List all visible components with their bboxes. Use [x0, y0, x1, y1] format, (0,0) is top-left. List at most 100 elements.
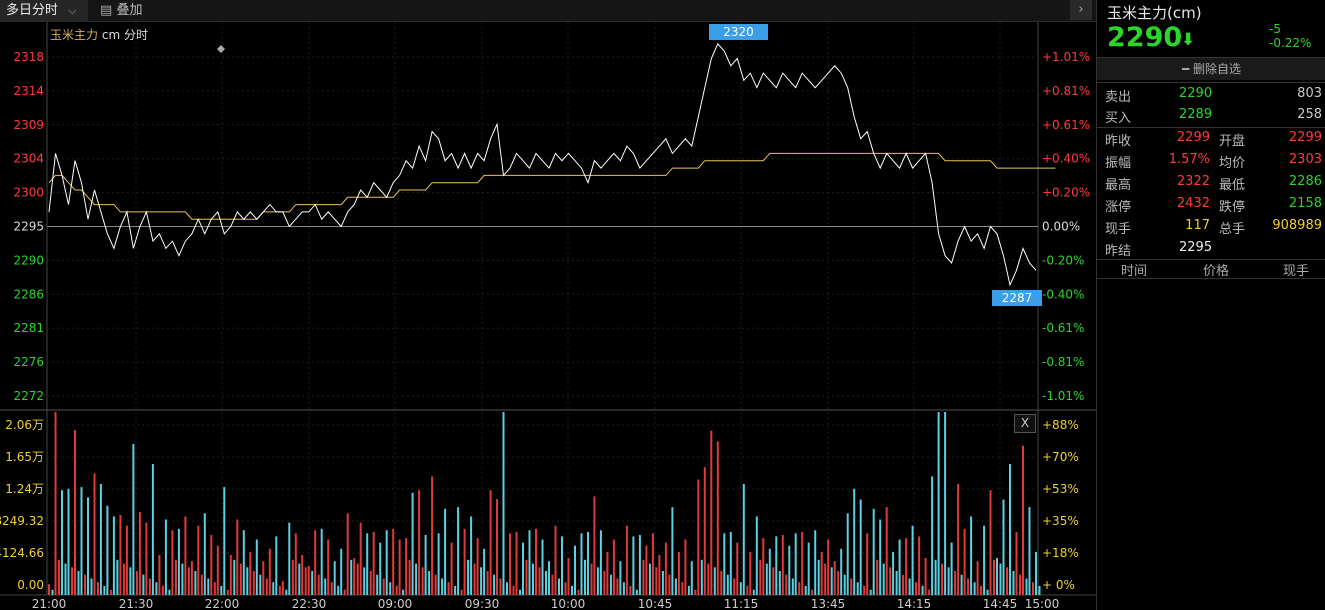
volume-bar	[879, 519, 882, 595]
volume-bar	[866, 533, 869, 595]
volume-bar	[837, 571, 840, 595]
volume-bar	[181, 563, 184, 595]
volume-bar	[48, 584, 50, 595]
volume-bar	[428, 571, 431, 595]
multi-day-tab[interactable]: 多日分时 ⌵	[0, 0, 88, 21]
volume-bar	[677, 551, 680, 595]
volume-bar	[915, 582, 918, 595]
overlay-button[interactable]: ▤ 叠加	[100, 0, 142, 21]
volume-bar	[554, 525, 557, 595]
volume-bar	[470, 516, 473, 595]
volume-bar	[1032, 582, 1034, 595]
stat-value: 908989	[1272, 218, 1322, 233]
volume-bar	[580, 533, 583, 595]
volume-bar	[197, 525, 200, 595]
volume-bar	[51, 589, 54, 595]
change-value: -5	[1269, 22, 1281, 36]
volume-bar	[275, 536, 278, 595]
volume-bar	[681, 582, 684, 595]
vol-tick-label-right: +35%	[1042, 514, 1079, 528]
volume-bar	[980, 585, 983, 595]
volume-bar	[993, 559, 995, 595]
volume-bar	[759, 559, 762, 595]
volume-bar	[690, 561, 693, 595]
intraday-chart[interactable]: 2318 +1.01% 2314 +0.81% 2309 +0.61% 2304 +0.40%…	[0, 0, 1096, 610]
remove-watchlist-button[interactable]: ━ 删除自选	[1097, 58, 1325, 80]
stat-label: 昨收	[1105, 134, 1132, 149]
stat-value: 2299	[1288, 130, 1322, 145]
volume-bar	[402, 589, 405, 595]
volume-bar	[944, 412, 947, 595]
prev-settle-label: 昨结	[1105, 244, 1132, 259]
change-percent: -0.22%	[1269, 36, 1312, 50]
volume-bar	[1015, 531, 1018, 595]
volume-bar	[333, 561, 336, 595]
chevron-right-icon[interactable]: ›	[1070, 0, 1092, 20]
volume-bar	[444, 508, 447, 595]
volume-bar	[132, 444, 135, 595]
volume-bar	[246, 567, 249, 595]
y-tick-label: 2314	[13, 84, 44, 98]
volume-bar	[74, 430, 76, 595]
diamond-marker	[217, 45, 225, 53]
volume-bar	[483, 548, 486, 595]
volume-bar	[561, 536, 563, 595]
volume-bar	[885, 507, 888, 595]
volume-bar	[957, 484, 960, 595]
contract-title: 玉米主力(cm)	[1107, 4, 1202, 22]
volume-bar	[892, 551, 895, 595]
stat-label: 现手	[1105, 222, 1132, 237]
volume-bar	[363, 567, 366, 595]
stat-label: 最低	[1219, 178, 1246, 193]
volume-bar	[967, 578, 970, 595]
volume-bar	[54, 412, 57, 595]
volume-bar	[571, 585, 573, 595]
volume-bar	[268, 548, 271, 595]
stat-label: 涨停	[1105, 200, 1132, 215]
vol-tick-label-right: +53%	[1042, 482, 1079, 496]
volume-bar	[746, 585, 749, 595]
y-tick-label: 2309	[13, 118, 44, 132]
volume-bar	[593, 496, 596, 595]
chevron-down-icon: ⌵	[68, 4, 77, 17]
volume-bar	[223, 487, 226, 595]
volume-bar	[499, 578, 502, 595]
close-icon[interactable]: X	[1014, 414, 1036, 433]
stat-value: 2158	[1288, 196, 1322, 211]
y-tick-label-right: -0.81%	[1042, 355, 1084, 369]
legend-name: 玉米主力	[50, 28, 99, 42]
volume-bar	[632, 536, 635, 595]
y-tick-label: 2300	[13, 186, 44, 200]
volume-bar	[749, 551, 752, 595]
stat-row: 振幅 1.57% 均价 2303	[1097, 149, 1325, 171]
x-tick-label: 09:30	[465, 597, 500, 610]
sell-price: 2290	[1179, 86, 1213, 101]
volume-bar	[99, 484, 102, 595]
volume-bar	[625, 525, 628, 595]
y-tick-label-right: +0.61%	[1042, 118, 1090, 132]
volume-bar	[911, 525, 914, 595]
volume-bar	[710, 430, 713, 595]
vol-tick-label: 8249.32	[0, 514, 44, 528]
volume-bar	[947, 567, 950, 595]
chart-legend: 玉米主力 cm 分时	[50, 26, 148, 43]
volume-bar	[775, 536, 778, 595]
volume-bar	[129, 567, 132, 595]
volume-bar	[781, 535, 784, 595]
volume-bar	[798, 582, 801, 595]
volume-bar	[850, 578, 853, 595]
vol-tick-label: 1.65万	[5, 450, 44, 464]
volume-bar	[392, 528, 395, 595]
volume-bar	[1009, 464, 1011, 595]
volume-bar	[574, 545, 576, 595]
buy-price: 2289	[1179, 107, 1213, 122]
volume-bar	[908, 578, 911, 595]
volume-bar	[655, 567, 658, 595]
volume-bar	[236, 519, 239, 595]
volume-bar	[298, 563, 301, 595]
sell-volume: 803	[1297, 86, 1322, 101]
volume-bar	[112, 516, 115, 595]
x-tick-label: 10:45	[638, 597, 673, 610]
volume-bar	[970, 516, 973, 595]
volume-bar	[1006, 567, 1008, 595]
